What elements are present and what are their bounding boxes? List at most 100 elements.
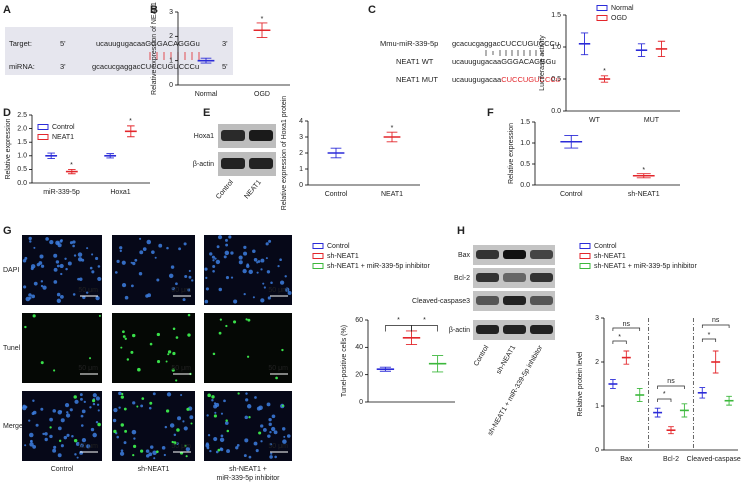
tunel-cell [187, 333, 191, 337]
tunel-cell [141, 397, 145, 400]
tunel-cell [136, 405, 139, 408]
nucleus [253, 257, 258, 262]
error-bar [47, 152, 55, 159]
nucleus [92, 393, 97, 398]
nucleus [86, 444, 91, 449]
blot-band [476, 273, 499, 282]
tunel-cell [176, 428, 180, 432]
nucleus [30, 439, 33, 443]
nucleus [40, 280, 44, 283]
nucleus [215, 450, 219, 454]
nucleus [49, 417, 53, 422]
nucleus [260, 424, 264, 428]
tunel-cell [73, 438, 78, 443]
nucleus [265, 257, 268, 260]
nucleus [89, 406, 92, 409]
tunel-cell [186, 407, 190, 411]
nucleus [119, 249, 122, 253]
nucleus [268, 422, 272, 427]
y-tick-label: 2.5 [17, 112, 27, 119]
nucleus [204, 267, 208, 271]
nucleus [262, 282, 265, 285]
tunel-cell [281, 404, 285, 408]
tunel-cell [219, 318, 222, 321]
nucleus [95, 296, 100, 301]
nucleus [244, 438, 249, 443]
nucleus [220, 412, 224, 415]
micrograph [22, 391, 102, 461]
pairing-lines [485, 50, 543, 56]
nucleus [245, 398, 249, 402]
tunel-cell [171, 368, 175, 372]
nucleus [81, 409, 86, 414]
nucleus [29, 442, 34, 447]
error-bar [636, 387, 643, 403]
annotation: ns [667, 378, 675, 385]
nucleus [214, 411, 217, 414]
tunel-cell [171, 440, 174, 444]
scale-label: 50 μm [78, 287, 98, 294]
nucleus [53, 280, 58, 284]
bracket [411, 325, 438, 332]
nucleus [191, 279, 194, 282]
blot-band [221, 158, 245, 169]
nucleus [28, 293, 32, 297]
tunel-cell [121, 392, 124, 396]
legend-label: sh-NEAT1 [327, 253, 359, 260]
error-bar [68, 168, 76, 175]
tunel-cell [281, 348, 284, 352]
nucleus [269, 430, 272, 434]
tunel-cell [113, 429, 117, 434]
y-axis-label: Relative expression of Hoxa1 protein [281, 96, 288, 211]
x-tick-label: WT [589, 117, 601, 124]
y-axis-label: Relative expression of NEAT1 [151, 2, 158, 95]
sequence: ucauugugacaaGGGACAGGGu [452, 57, 556, 66]
nucleus [188, 275, 192, 279]
nucleus [64, 402, 70, 408]
tunel-cell [131, 333, 136, 338]
nucleus [279, 280, 285, 285]
legend-swatch [579, 243, 591, 249]
nucleus [24, 444, 27, 447]
seq-end: 3' [60, 62, 66, 71]
blot-label: Bcl-2 [454, 275, 470, 282]
scale-label: 50 μm [268, 443, 288, 450]
tunel-cell [124, 337, 127, 340]
annotation: * [708, 332, 711, 339]
scale-label: 50 μm [78, 365, 98, 372]
nucleus [260, 268, 263, 271]
nucleus [119, 246, 123, 250]
nucleus [96, 403, 100, 406]
row-label: Merge [3, 423, 23, 430]
tunel-cell [133, 444, 137, 448]
nucleus [118, 391, 122, 396]
nucleus [183, 242, 187, 246]
nucleus [86, 247, 89, 250]
x-tick-label: sh-NEAT1 [628, 191, 660, 198]
blot-band [221, 130, 245, 141]
nucleus [55, 260, 60, 264]
error-bar [668, 426, 674, 435]
nucleus [140, 404, 144, 408]
nucleus [270, 281, 273, 285]
nucleus [271, 426, 276, 432]
nucleus [150, 445, 154, 449]
nucleus [121, 282, 127, 288]
scale-label: 50 μm [268, 365, 288, 372]
y-tick-label: 1.0 [551, 44, 561, 51]
nucleus [72, 293, 76, 296]
legend-swatch [312, 253, 324, 259]
nucleus [223, 399, 226, 403]
nucleus [182, 298, 186, 302]
nucleus [116, 259, 120, 263]
nucleus [268, 239, 272, 243]
tunel-cell [32, 314, 36, 318]
tunel-cell [120, 423, 124, 427]
nucleus [92, 402, 96, 406]
micrograph [204, 313, 292, 383]
nucleus [284, 275, 287, 278]
nucleus [156, 278, 160, 282]
tunel-cell [246, 355, 250, 358]
nucleus [166, 246, 169, 250]
x-tick-label: NEAT1 [381, 191, 403, 198]
